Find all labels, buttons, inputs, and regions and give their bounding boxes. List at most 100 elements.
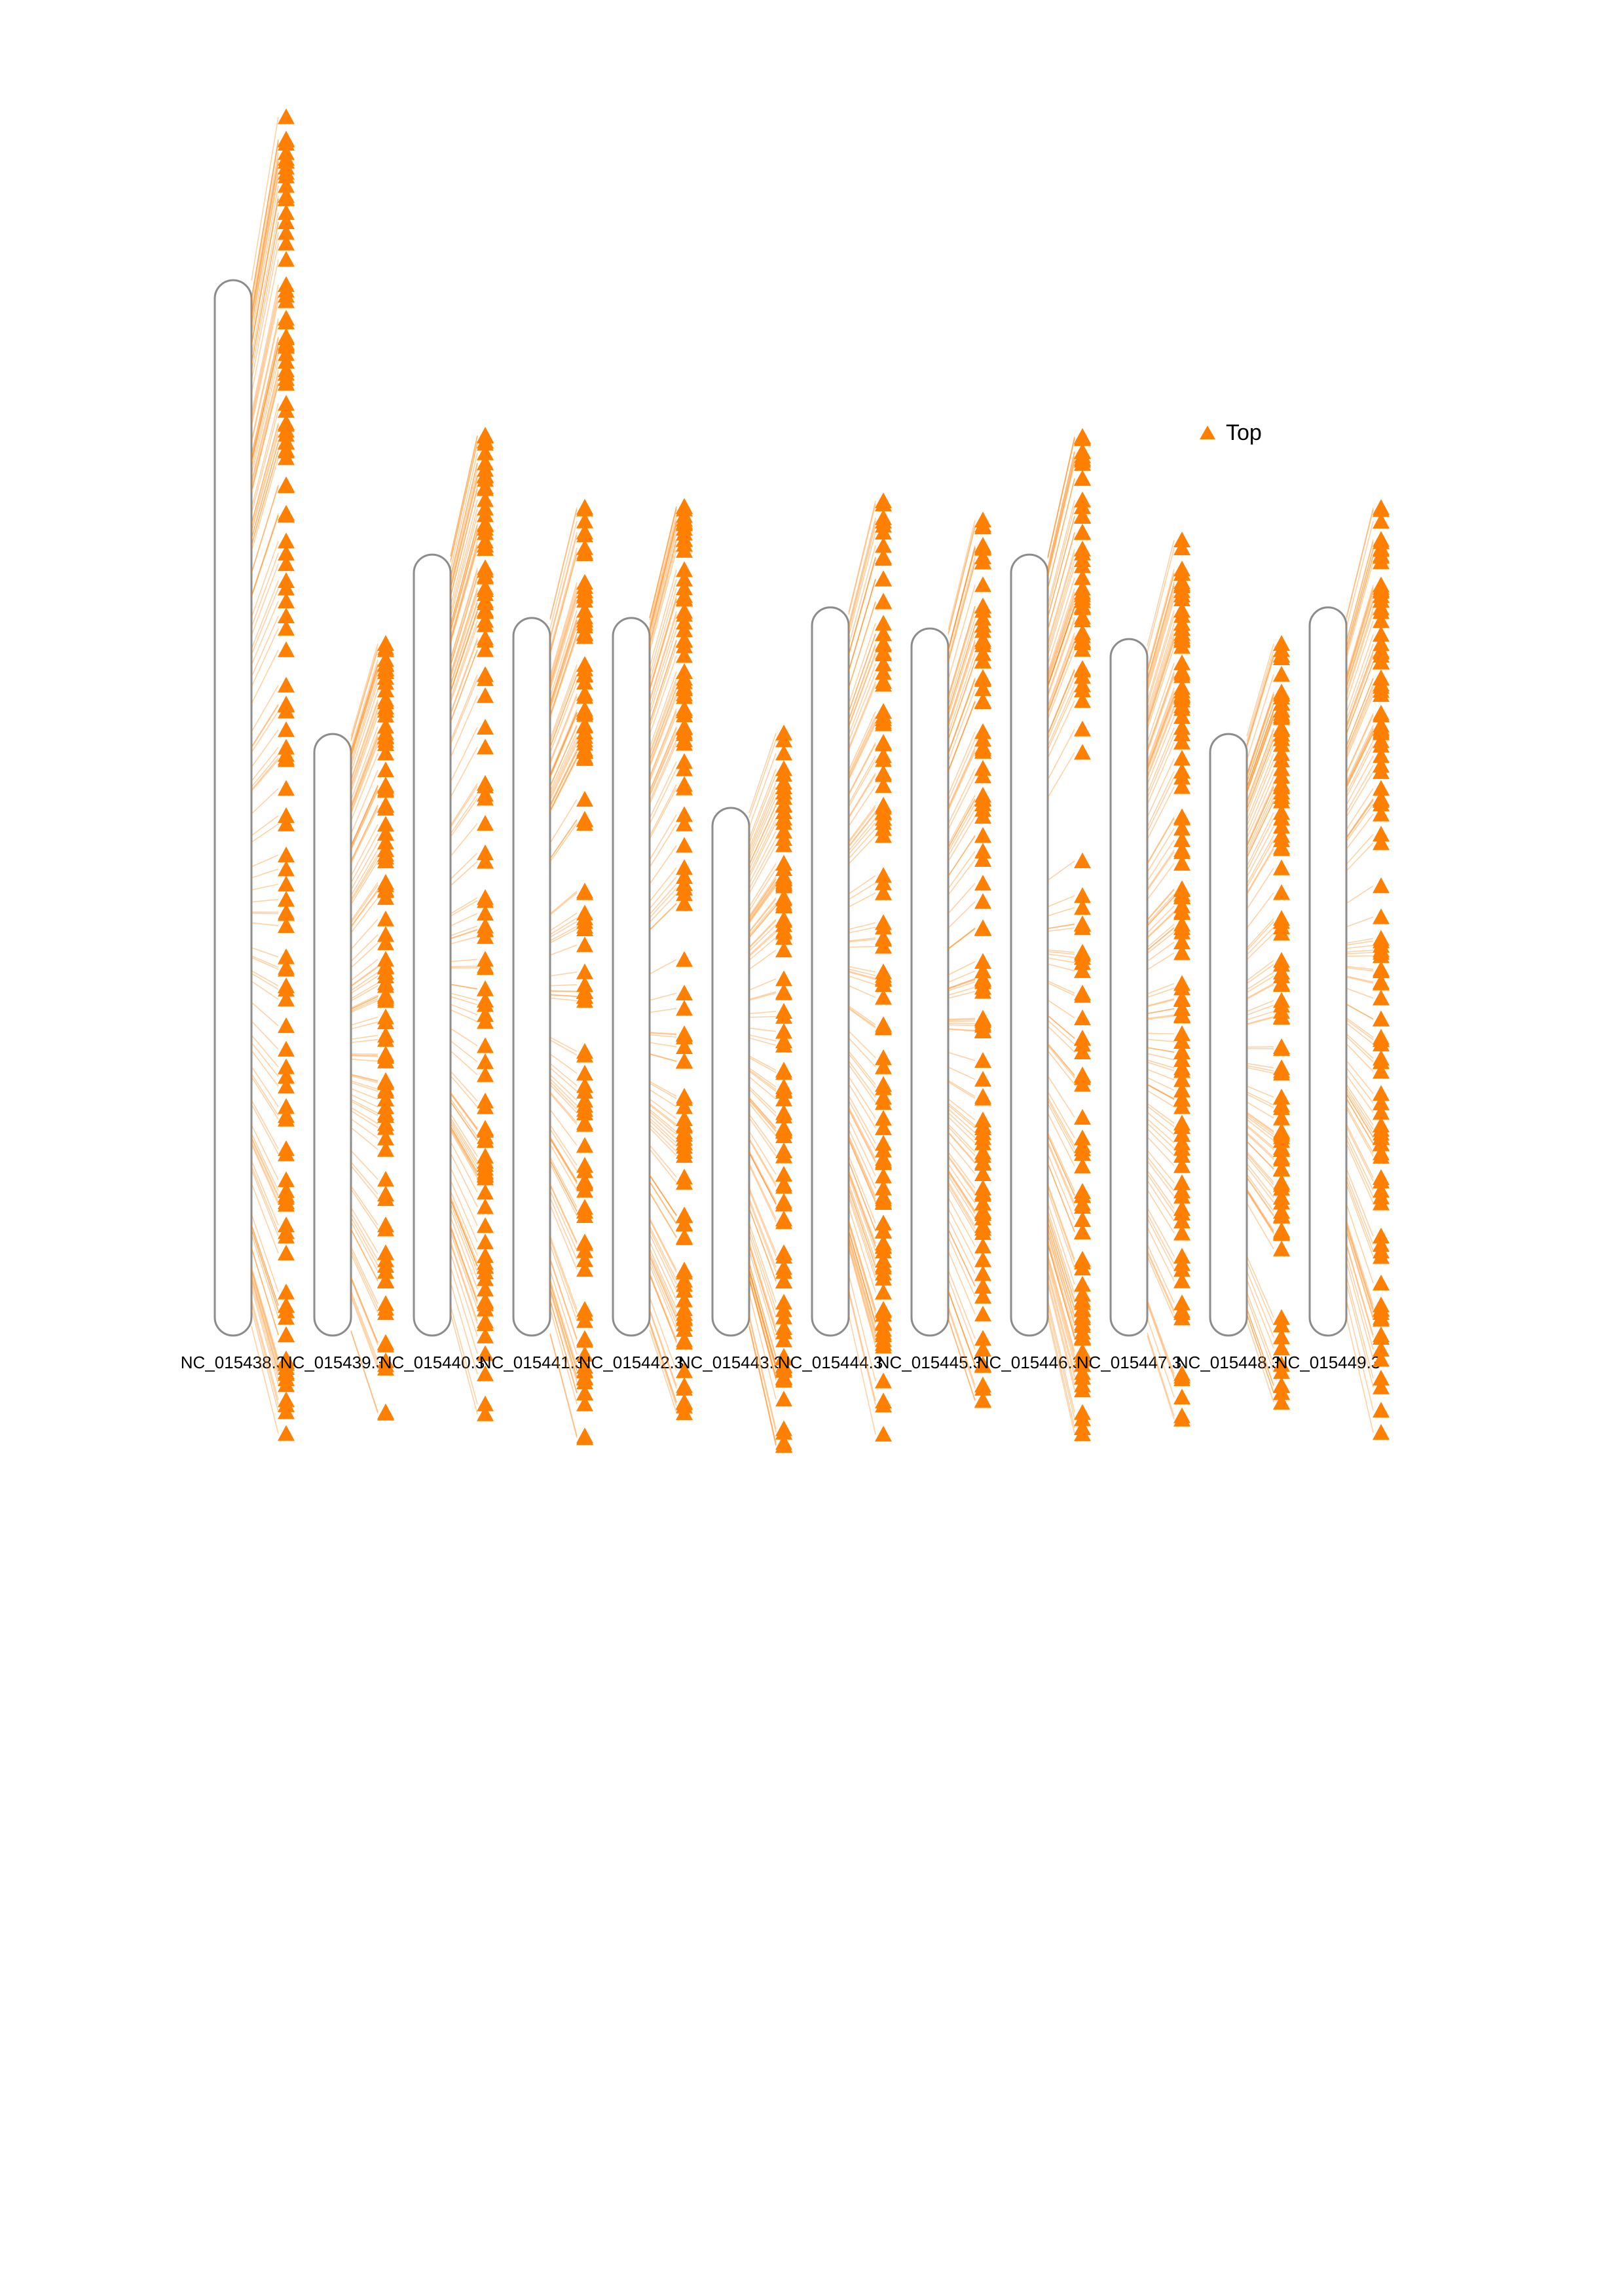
feature-connector [948,520,976,630]
feature-connector [1147,1053,1175,1061]
feature-marker-icon [974,680,991,697]
feature-connector [350,1075,378,1084]
feature-connector [1346,662,1374,735]
feature-connector [1346,1179,1374,1252]
feature-connector [549,591,578,683]
feature-connector [1346,1043,1374,1072]
feature-connector [948,678,976,754]
feature-connector [848,756,876,805]
feature-connector [848,579,876,672]
feature-marker-icon [1074,627,1091,644]
feature-marker-icon [676,1147,693,1163]
feature-marker-icon [1373,513,1390,529]
feature-marker-icon [1173,685,1190,702]
feature-connector [1147,999,1175,1008]
feature-marker-icon [576,617,593,634]
feature-connector [948,1019,976,1021]
feature-connector [251,1270,279,1364]
feature-connector [1246,702,1274,782]
feature-connector [450,1070,478,1102]
feature-connector [549,1063,578,1086]
feature-connector [1147,628,1175,716]
feature-connector [948,1228,976,1287]
feature-connector [748,937,777,961]
feature-connector [1147,923,1175,948]
feature-connector [1147,1077,1175,1091]
feature-connector [848,1224,876,1315]
feature-connector [948,798,976,848]
feature-connector [948,562,976,663]
feature-marker-icon [676,735,693,751]
feature-connector [1047,1112,1075,1167]
feature-connector [1047,1317,1075,1434]
feature-connector [848,1237,876,1333]
feature-connector [649,1032,677,1035]
feature-connector [748,885,777,924]
feature-connector [1346,1017,1374,1038]
feature-connector [1047,1244,1075,1339]
feature-connector [251,1273,279,1368]
feature-connector [1047,1163,1075,1233]
feature-marker-icon [875,615,892,631]
feature-connector [1346,1226,1374,1313]
feature-connector [251,628,279,687]
feature-marker-icon [1373,757,1390,773]
feature-connector [748,822,777,878]
feature-connector [848,643,876,720]
feature-connector [649,655,677,735]
feature-connector [1047,1283,1075,1391]
feature-connector [649,570,677,668]
feature-connector [748,905,777,938]
feature-connector [350,889,378,927]
feature-marker-icon [775,1090,792,1106]
feature-connector [1147,638,1175,724]
feature-marker-icon [278,721,295,737]
feature-connector [1346,587,1374,678]
feature-connector [1346,916,1374,928]
feature-marker-icon [576,1370,593,1386]
feature-connector [251,824,279,843]
feature-connector [350,665,378,753]
feature-connector [848,723,876,780]
feature-marker-icon [1373,1128,1390,1144]
feature-marker-icon [775,1002,792,1019]
chromosome-group: NC_015438.3NC_015439.3NC_015440.3NC_0154… [181,108,1390,1453]
feature-markers [477,427,494,1421]
feature-connector [1246,1163,1274,1198]
feature-connector [1047,565,1075,656]
feature-connector [649,1114,677,1139]
feature-connector [549,984,578,987]
feature-marker-icon [278,555,295,572]
feature-connector [649,528,677,636]
feature-connector [251,1224,279,1306]
feature-connector [748,1269,777,1366]
feature-connector [251,1160,279,1226]
feature-marker-icon [974,1194,991,1211]
feature-connector [549,736,578,795]
feature-marker-icon [875,592,892,609]
feature-connector [450,436,478,557]
feature-connector [450,1228,478,1304]
feature-connector [748,932,777,957]
feature-connector [251,1144,279,1205]
feature-marker-icon [974,791,991,807]
feature-connector [649,1174,677,1216]
feature-connector [1147,927,1175,951]
feature-connector [350,1165,378,1199]
feature-connector [1246,738,1274,811]
feature-marker-icon [1273,1339,1290,1356]
feature-marker-icon [1074,1137,1091,1153]
feature-connector [251,1169,279,1237]
feature-marker-icon [477,559,494,575]
feature-connector [549,917,578,935]
feature-connector [450,475,478,587]
feature-connector [848,1192,876,1273]
feature-connector [948,1186,976,1233]
feature-connector [1147,640,1175,725]
feature-connector [549,1067,578,1092]
chromosome-3: NC_015440.3 [380,427,494,1421]
feature-connector [1346,1105,1374,1154]
feature-marker-icon [1373,626,1390,642]
feature-connector [1147,1173,1175,1214]
feature-marker-icon [1373,962,1390,979]
